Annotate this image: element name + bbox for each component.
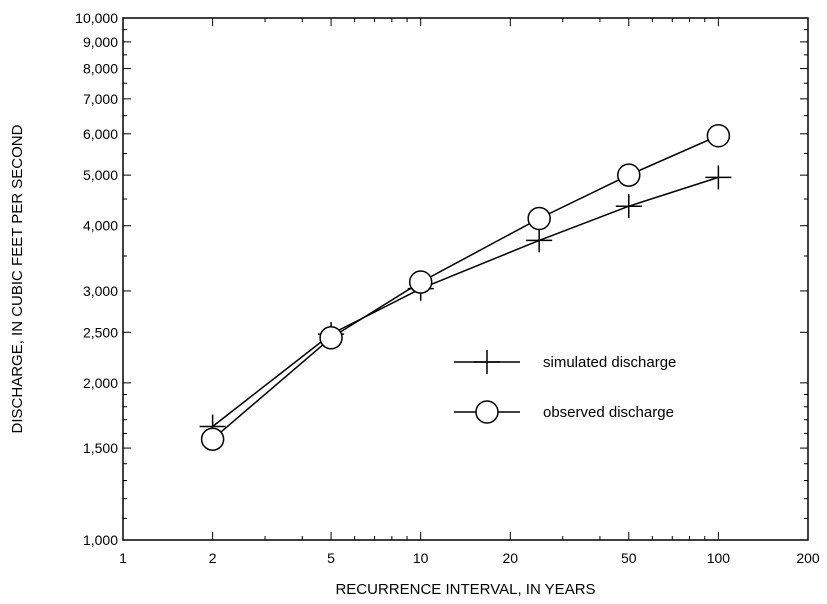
y-tick-label: 3,000: [83, 283, 118, 299]
x-tick-label: 1: [119, 550, 127, 566]
series-line: [212, 135, 719, 440]
legend-item: observed discharge: [454, 400, 674, 424]
legend: simulated discharge observed discharge: [454, 350, 676, 424]
x-tick-label: 200: [796, 550, 820, 566]
legend-item: simulated discharge: [454, 350, 676, 374]
series-line: [212, 176, 719, 428]
y-axis-ticks: 1,000 1,500 2,000 2,500 3,000 4,000 5,000 6,000…: [75, 10, 808, 548]
x-axis-label: RECURRENCE INTERVAL, IN YEARS: [335, 581, 595, 598]
y-tick-label: 2,500: [83, 324, 118, 340]
y-tick-label: 8,000: [83, 61, 118, 77]
legend-label: observed discharge: [543, 404, 674, 421]
y-tick-label: 5,000: [83, 167, 118, 183]
y-tick-label: 10,000: [75, 10, 118, 26]
plot-border: [122, 17, 809, 541]
series-group: [199, 123, 732, 451]
data-point: [200, 427, 225, 451]
x-tick-label: 5: [327, 550, 335, 566]
x-tick-label: 10: [413, 550, 429, 566]
data-point: [705, 165, 732, 190]
y-axis-label: DISCHARGE, IN CUBIC FEET PER SECOND: [9, 124, 26, 433]
data-point: [527, 206, 551, 231]
data-point: [615, 194, 642, 219]
legend-circle-marker: [475, 400, 499, 424]
plot-frame: [122, 17, 809, 541]
x-tick-label: 2: [209, 550, 217, 566]
x-tick-label: 20: [503, 550, 519, 566]
y-tick-label: 9,000: [83, 34, 118, 50]
y-tick-label: 4,000: [83, 218, 118, 234]
data-point: [408, 270, 433, 294]
y-tick-label: 2,000: [83, 375, 118, 391]
legend-plus-marker: [474, 350, 500, 374]
data-point: [706, 123, 731, 148]
x-axis-ticks: 1 2 5 10 20 50 100 200: [119, 18, 820, 566]
y-tick-label: 1,000: [83, 532, 118, 548]
series-observed: [200, 123, 731, 451]
data-point: [319, 326, 343, 350]
x-tick-label: 100: [707, 550, 731, 566]
x-tick-label: 50: [621, 550, 637, 566]
y-tick-label: 7,000: [83, 91, 118, 107]
data-point: [526, 228, 553, 253]
series-simulated: [199, 165, 732, 439]
legend-label: simulated discharge: [543, 354, 676, 371]
y-tick-label: 6,000: [83, 126, 118, 142]
y-tick-label: 1,500: [83, 440, 118, 456]
data-point: [617, 163, 641, 187]
